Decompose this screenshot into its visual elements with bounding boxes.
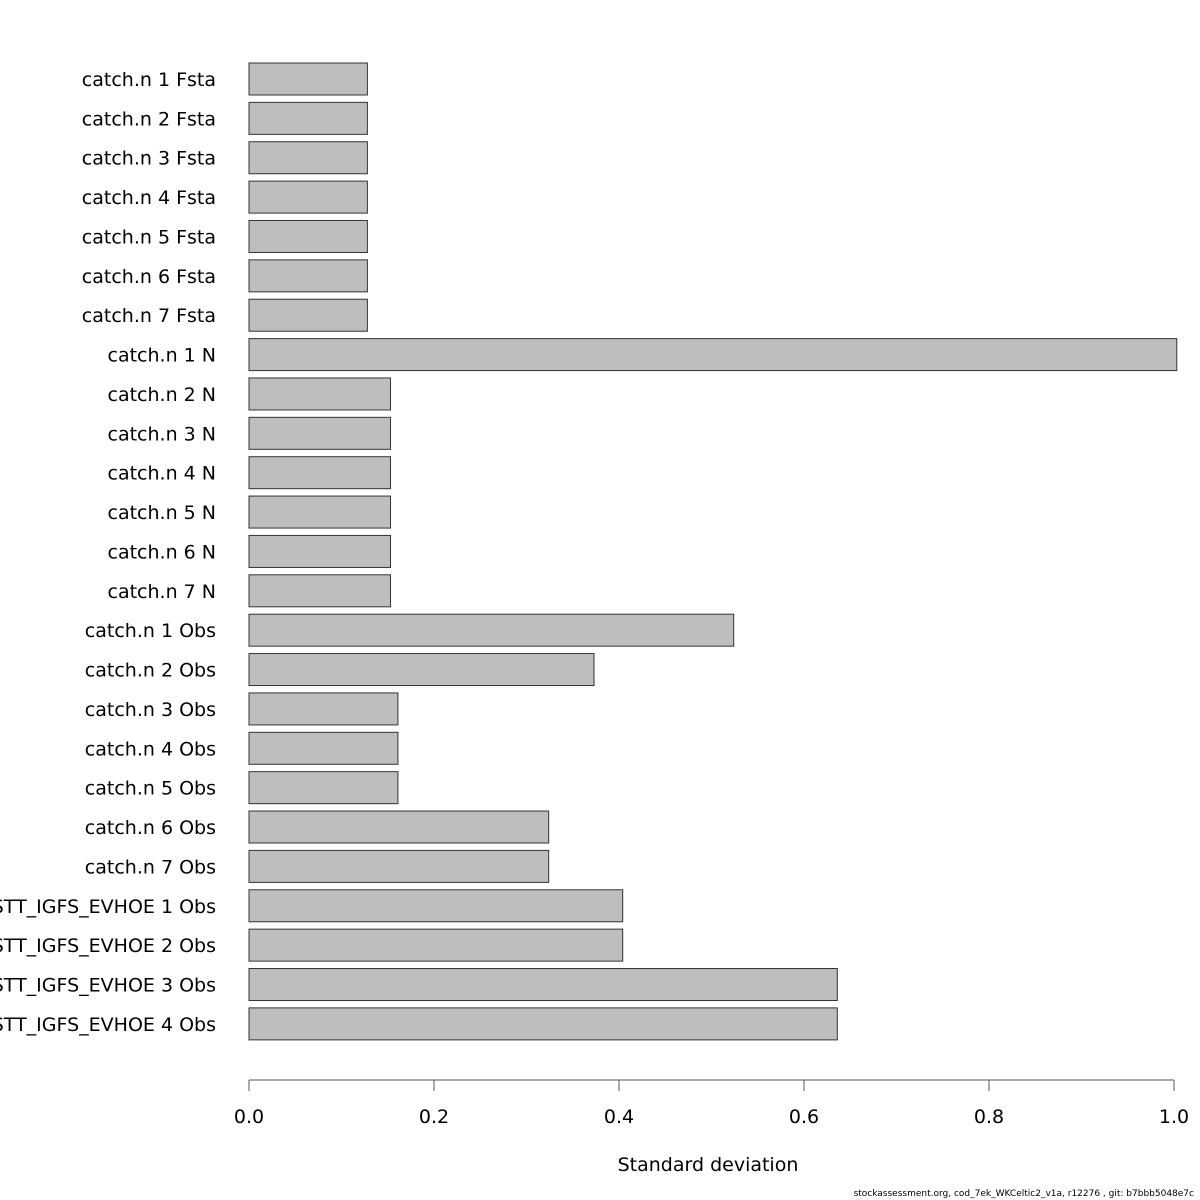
- category-label: catch.n 3 Obs: [85, 699, 216, 721]
- bar: [248, 219, 368, 253]
- category-label: catch.n 2 Obs: [85, 660, 216, 682]
- bar: [248, 338, 1178, 372]
- category-label: catch.n 3 Fsta: [82, 148, 216, 170]
- bar: [248, 534, 392, 568]
- category-label: IE-IGFS_FR-EVHOE+GB-CSTT_IGFS_EVHOE 3 Ob…: [0, 975, 216, 997]
- bar: [248, 1007, 838, 1041]
- category-label: IE-IGFS_FR-EVHOE+GB-CSTT_IGFS_EVHOE 2 Ob…: [0, 935, 216, 957]
- bar: [248, 416, 392, 450]
- category-label: catch.n 4 N: [108, 463, 217, 485]
- bar: [248, 456, 392, 490]
- bar: [248, 101, 368, 135]
- category-label: catch.n 2 Fsta: [82, 108, 216, 130]
- category-label: catch.n 2 N: [108, 384, 217, 406]
- category-label: catch.n 1 N: [108, 345, 217, 367]
- category-label: catch.n 6 N: [108, 541, 217, 563]
- category-label: catch.n 7 Fsta: [82, 305, 216, 327]
- bar: [248, 259, 368, 293]
- bar: [248, 298, 368, 332]
- category-labels: catch.n 1 Fsta catch.n 2 Fsta catch.n 3 Fs…: [0, 69, 216, 1036]
- x-tick-label: 0.6: [789, 1106, 819, 1128]
- bar: [248, 692, 399, 726]
- bar: [248, 574, 392, 608]
- bar: [248, 968, 838, 1002]
- footer-credit: stockassessment.org, cod_7ek_WKCeltic2_v…: [853, 1189, 1194, 1199]
- bar: [248, 849, 550, 883]
- bar: [248, 141, 368, 175]
- bar: [248, 613, 735, 647]
- bar: [248, 810, 550, 844]
- category-label: catch.n 6 Fsta: [82, 266, 216, 288]
- bars-group: [248, 62, 1178, 1041]
- bar: [248, 771, 399, 805]
- category-label: catch.n 7 N: [108, 581, 217, 603]
- category-label: IE-IGFS_FR-EVHOE+GB-CSTT_IGFS_EVHOE 1 Ob…: [0, 896, 216, 918]
- x-tick-label: 0.8: [974, 1106, 1004, 1128]
- bar: [248, 889, 624, 923]
- bar: [248, 653, 595, 687]
- x-axis-title: Standard deviation: [618, 1154, 799, 1176]
- bar: [248, 62, 368, 96]
- category-label: catch.n 7 Obs: [85, 856, 216, 878]
- bar: [248, 377, 392, 411]
- category-label: catch.n 5 N: [108, 502, 217, 524]
- category-label: IE-IGFS_FR-EVHOE+GB-CSTT_IGFS_EVHOE 4 Ob…: [0, 1014, 216, 1036]
- x-axis: 0.0 0.2 0.4 0.6 0.8 1.0: [234, 1079, 1189, 1128]
- category-label: catch.n 3 N: [108, 423, 217, 445]
- category-label: catch.n 1 Obs: [85, 620, 216, 642]
- category-label: catch.n 4 Fsta: [82, 187, 216, 209]
- category-label: catch.n 1 Fsta: [82, 69, 216, 91]
- bar: [248, 495, 392, 529]
- x-tick-label: 0.4: [604, 1106, 634, 1128]
- category-label: catch.n 5 Fsta: [82, 226, 216, 248]
- x-tick-label: 0.0: [234, 1106, 264, 1128]
- category-label: catch.n 6 Obs: [85, 817, 216, 839]
- x-tick-label: 0.2: [419, 1106, 449, 1128]
- category-label: catch.n 5 Obs: [85, 778, 216, 800]
- x-tick-label: 1.0: [1159, 1106, 1189, 1128]
- bar: [248, 180, 368, 214]
- category-label: catch.n 4 Obs: [85, 738, 216, 760]
- bar: [248, 928, 624, 962]
- bar: [248, 731, 399, 765]
